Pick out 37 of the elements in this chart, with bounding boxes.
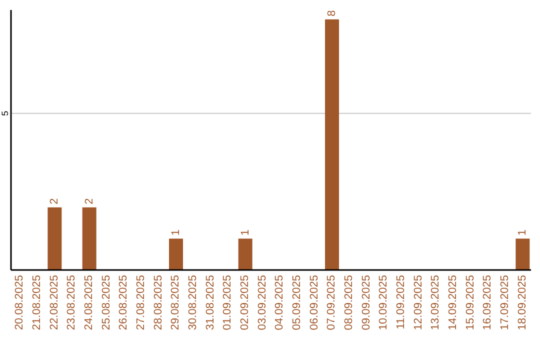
x-tick-label: 03.09.2025	[256, 275, 268, 330]
x-tick-label: 31.08.2025	[204, 275, 216, 330]
x-tick-label: 15.09.2025	[464, 275, 476, 330]
x-tick-label: 12.09.2025	[412, 275, 424, 330]
y-tick-label: 5	[0, 110, 10, 116]
x-tick-label: 14.09.2025	[447, 275, 459, 330]
x-tick-label: 10.09.2025	[378, 275, 390, 330]
x-tick-label: 27.08.2025	[135, 275, 147, 330]
x-tick-label: 30.08.2025	[187, 275, 199, 330]
x-tick-label: 26.08.2025	[118, 275, 130, 330]
x-tick-label: 16.09.2025	[482, 275, 494, 330]
x-tick-label: 11.09.2025	[395, 275, 407, 330]
data-label: 8	[326, 10, 338, 16]
x-tick-label: 08.09.2025	[343, 275, 355, 330]
data-label: 1	[239, 230, 252, 236]
x-tick-label: 20.08.2025	[14, 275, 26, 330]
x-tick-label: 06.09.2025	[308, 275, 320, 330]
x-tick-label: 02.09.2025	[239, 275, 251, 330]
x-tick-label: 04.09.2025	[274, 275, 286, 330]
x-tick-label: 25.08.2025	[100, 275, 112, 330]
x-tick-label: 21.08.2025	[31, 275, 43, 330]
data-label: 2	[48, 198, 61, 204]
x-tick-label: 07.09.2025	[326, 275, 338, 330]
data-label: 1	[170, 230, 182, 236]
x-tick-label: 05.09.2025	[291, 275, 303, 330]
data-label: 2	[83, 198, 96, 204]
x-tick-label: 09.09.2025	[360, 275, 372, 330]
x-tick-label: 29.08.2025	[170, 275, 182, 330]
data-label: 1	[516, 230, 529, 236]
x-tick-label: 01.09.2025	[222, 275, 234, 330]
x-tick-label: 18.09.2025	[516, 275, 528, 330]
x-tick-label: 28.08.2025	[152, 275, 164, 330]
x-tick-label: 23.08.2025	[66, 275, 78, 330]
x-tick-label: 17.09.2025	[499, 275, 511, 330]
x-tick-label: 24.08.2025	[83, 275, 95, 330]
x-tick-label: 13.09.2025	[430, 275, 442, 330]
x-tick-label: 22.08.2025	[48, 275, 60, 330]
